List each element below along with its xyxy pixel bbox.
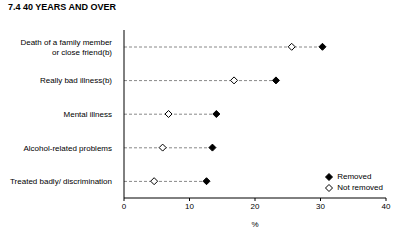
svg-text:0: 0 bbox=[122, 202, 127, 211]
svg-text:30: 30 bbox=[316, 202, 325, 211]
svg-text:%: % bbox=[251, 220, 258, 227]
svg-text:Alcohol-related problems: Alcohol-related problems bbox=[24, 144, 113, 153]
html-text:Not removed: Not removed bbox=[337, 183, 383, 192]
svg-text:40: 40 bbox=[382, 202, 389, 211]
html-text:7.4 40 YEARS AND OVER: 7.4 40 YEARS AND OVER bbox=[8, 2, 116, 12]
svg-text:Really bad illness(b): Really bad illness(b) bbox=[40, 76, 112, 85]
html-text:Removed: Removed bbox=[337, 172, 372, 181]
svg-text:20: 20 bbox=[251, 202, 260, 211]
svg-text:10: 10 bbox=[185, 202, 194, 211]
svg-text:Treated badly/ discrimination: Treated badly/ discrimination bbox=[10, 177, 112, 186]
svg-text:Mental illness: Mental illness bbox=[64, 110, 112, 119]
svg-text:Death of a family memberor clo: Death of a family memberor close friend(… bbox=[20, 38, 112, 57]
